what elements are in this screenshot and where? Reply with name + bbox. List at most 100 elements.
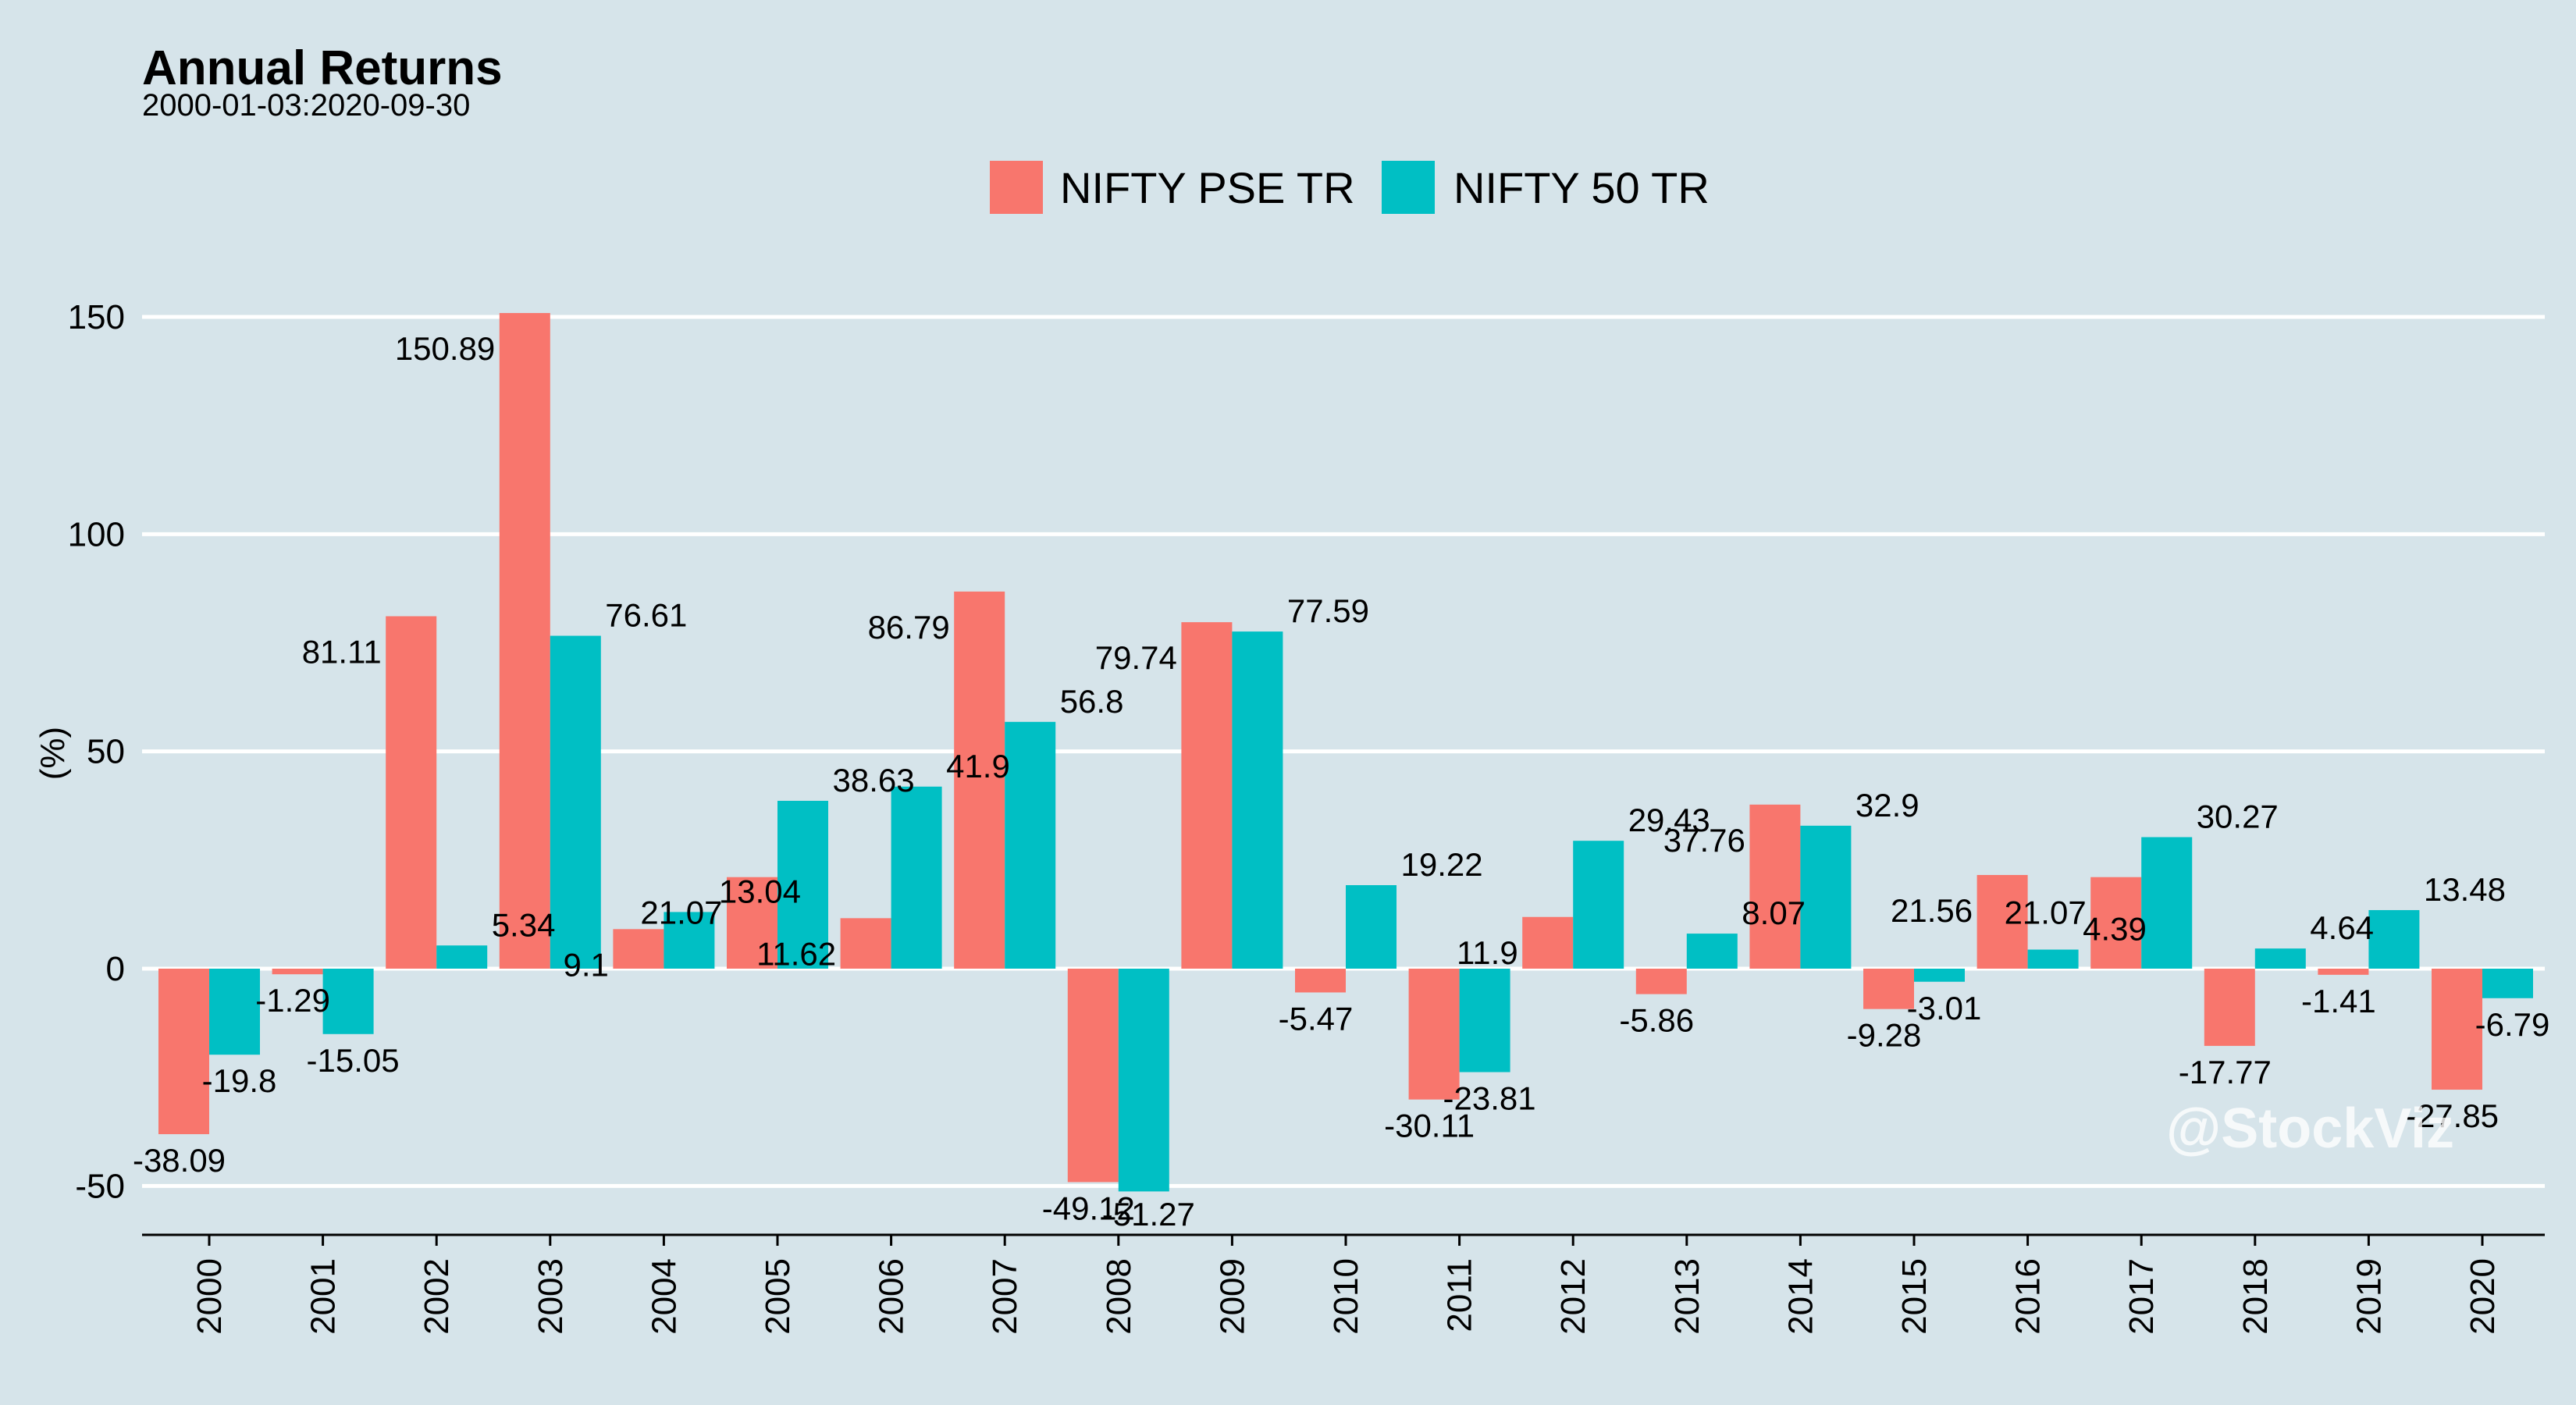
bar-nifty50-2012 [1573, 841, 1624, 969]
watermark: @StockViz [2166, 1097, 2454, 1160]
data-label-pse-2011: -30.11 [1384, 1108, 1475, 1144]
bar-pse-2017 [2090, 877, 2142, 969]
chart-title: Annual Returns [142, 41, 503, 95]
data-label-pse-2015: -9.28 [1847, 1017, 1922, 1054]
x-tick-label: 2012 [1554, 1258, 1592, 1335]
bar-pse-2005 [727, 877, 777, 969]
data-label-pse-2017: 21.07 [2005, 895, 2087, 931]
y-tick-label: 0 [106, 950, 125, 988]
data-label-nifty50-2002: 5.34 [492, 906, 556, 943]
data-label-pse-2004: 9.1 [564, 946, 609, 983]
axes: 2000 2001 2002 2003 2004 2005 2006 2007 2008 2009… [142, 1233, 2545, 1335]
bar-pse-2008 [1067, 969, 1119, 1183]
x-tick-label: 2000 [190, 1258, 229, 1335]
data-label-nifty50-2020: -6.79 [2475, 1006, 2550, 1043]
x-tick-label: 2009 [1213, 1258, 1251, 1335]
data-label-nifty50-2001: -15.05 [307, 1042, 400, 1079]
data-label-nifty50-2013: 8.07 [1742, 895, 1806, 931]
data-label-nifty50-2006: 41.9 [946, 748, 1010, 784]
y-tick-label: 100 [68, 515, 125, 553]
data-label-pse-2020: -27.85 [2406, 1097, 2499, 1134]
data-label-pse-2013: -5.86 [1619, 1002, 1694, 1039]
data-labels: -38.09 -1.29 81.11 150.89 9.1 21.07 11.62 86.79… [133, 330, 2549, 1232]
bars [158, 313, 2533, 1192]
x-tick-label: 2008 [1100, 1258, 1138, 1335]
data-label-nifty50-2019: 13.48 [2424, 871, 2506, 908]
bar-nifty50-2016 [2027, 949, 2079, 969]
x-tick-label: 2011 [1441, 1258, 1479, 1332]
bar-nifty50-2017 [2141, 837, 2193, 969]
bar-pse-2012 [1522, 916, 1574, 969]
data-label-pse-2014: 37.76 [1663, 822, 1745, 859]
bar-nifty50-2007 [1005, 721, 1056, 969]
data-label-nifty50-2010: 19.22 [1401, 846, 1483, 883]
bar-pse-2004 [613, 929, 664, 969]
legend-swatch-pse [990, 161, 1043, 214]
y-axis-label: (%) [34, 727, 72, 780]
data-label-nifty50-2017: 30.27 [2197, 798, 2279, 834]
bar-nifty50-2019 [2368, 909, 2420, 969]
data-label-pse-2010: -5.47 [1279, 1000, 1354, 1037]
data-label-nifty50-2016: 4.39 [2083, 911, 2147, 948]
data-label-nifty50-2018: 4.64 [2310, 909, 2374, 946]
data-label-pse-2008: -49.12 [1042, 1190, 1135, 1226]
data-label-pse-2007: 86.79 [868, 609, 950, 646]
data-label-pse-2006: 11.62 [756, 935, 836, 972]
y-tick-label: 50 [87, 733, 125, 771]
legend-label-pse: NIFTY PSE TR [1060, 163, 1355, 212]
x-tick-label: 2005 [759, 1258, 797, 1335]
y-tick-label: -50 [75, 1167, 125, 1205]
x-tick-label: 2016 [2009, 1258, 2048, 1335]
x-tick-label: 2006 [873, 1258, 911, 1335]
data-label-nifty50-2008: -51.27 [1102, 1196, 1195, 1232]
data-label-nifty50-2009: 77.59 [1287, 592, 1369, 629]
bar-pse-2007 [954, 591, 1005, 969]
data-label-pse-2016: 21.56 [1891, 892, 1973, 929]
bar-pse-2018 [2204, 969, 2255, 1046]
bar-pse-2020 [2432, 969, 2482, 1090]
data-label-pse-2000: -38.09 [133, 1142, 226, 1179]
x-tick-label: 2019 [2350, 1258, 2388, 1335]
chart-subtitle: 2000-01-03:2020-09-30 [142, 88, 470, 123]
bar-nifty50-2014 [1800, 825, 1852, 969]
x-tick-label: 2003 [532, 1258, 570, 1335]
bar-nifty50-2003 [550, 635, 601, 969]
bar-nifty50-2011 [1459, 969, 1510, 1072]
data-label-pse-2001: -1.29 [255, 982, 330, 1019]
bar-nifty50-2009 [1232, 631, 1283, 969]
bar-nifty50-2001 [322, 969, 374, 1034]
bar-nifty50-2010 [1346, 885, 1397, 969]
data-label-nifty50-2005: 38.63 [833, 762, 915, 799]
data-label-nifty50-2000: -19.8 [202, 1062, 277, 1099]
bar-pse-2016 [1976, 874, 2028, 969]
bar-nifty50-2004 [664, 912, 715, 969]
data-label-nifty50-2015: -3.01 [1907, 990, 1982, 1026]
bar-pse-2019 [2318, 969, 2369, 975]
data-label-pse-2009: 79.74 [1095, 639, 1177, 676]
data-label-pse-2018: -17.77 [2179, 1054, 2272, 1090]
data-label-pse-2019: -1.41 [2301, 983, 2376, 1019]
x-tick-label: 2017 [2122, 1258, 2161, 1335]
bar-pse-2014 [1749, 804, 1801, 969]
bar-nifty50-2018 [2254, 948, 2306, 969]
bar-nifty50-2005 [777, 800, 828, 969]
x-tick-label: 2007 [986, 1258, 1024, 1335]
data-label-pse-2002: 81.11 [302, 633, 382, 670]
bar-pse-2010 [1295, 969, 1346, 993]
data-label-pse-2003: 150.89 [395, 330, 495, 367]
data-label-nifty50-2012: 29.43 [1628, 802, 1710, 838]
bar-pse-2009 [1181, 622, 1233, 969]
bar-nifty50-2000 [209, 969, 260, 1055]
legend: NIFTY PSE TR NIFTY 50 TR [990, 161, 1710, 214]
x-tick-label: 2018 [2236, 1258, 2275, 1335]
x-tick-label: 2020 [2464, 1258, 2502, 1335]
bar-pse-2013 [1635, 969, 1687, 994]
y-tick-label: 150 [68, 298, 125, 336]
bar-pse-2000 [158, 969, 209, 1135]
data-label-nifty50-2011: -23.81 [1443, 1080, 1536, 1117]
bar-pse-2006 [840, 918, 891, 969]
x-tick-label: 2001 [304, 1258, 343, 1335]
data-label-pse-2012: 11.9 [1457, 934, 1518, 971]
bar-nifty50-2002 [436, 945, 488, 969]
